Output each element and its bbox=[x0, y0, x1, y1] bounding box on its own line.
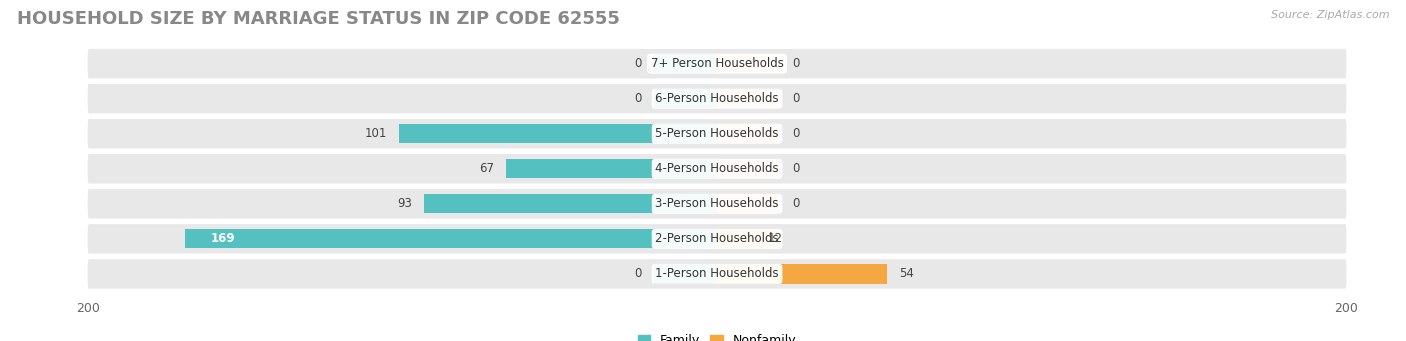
FancyBboxPatch shape bbox=[87, 84, 1347, 114]
Text: 6-Person Households: 6-Person Households bbox=[655, 92, 779, 105]
Bar bbox=[654, 54, 717, 73]
Text: 93: 93 bbox=[396, 197, 412, 210]
Text: 3-Person Households: 3-Person Households bbox=[655, 197, 779, 210]
Text: 0: 0 bbox=[634, 267, 641, 280]
Bar bbox=[425, 194, 717, 213]
Bar bbox=[717, 264, 887, 283]
Bar bbox=[717, 124, 780, 144]
Bar bbox=[654, 264, 717, 283]
Bar bbox=[399, 124, 717, 144]
Bar bbox=[654, 89, 717, 108]
FancyBboxPatch shape bbox=[87, 224, 1347, 254]
Text: 12: 12 bbox=[768, 232, 782, 246]
Text: 0: 0 bbox=[793, 127, 800, 140]
Text: Source: ZipAtlas.com: Source: ZipAtlas.com bbox=[1271, 10, 1389, 20]
Bar bbox=[717, 194, 780, 213]
Bar bbox=[717, 54, 780, 73]
Text: 7+ Person Households: 7+ Person Households bbox=[651, 57, 783, 70]
Text: 5-Person Households: 5-Person Households bbox=[655, 127, 779, 140]
Text: 0: 0 bbox=[793, 92, 800, 105]
FancyBboxPatch shape bbox=[87, 259, 1347, 288]
Text: 169: 169 bbox=[211, 232, 235, 246]
Text: 0: 0 bbox=[634, 92, 641, 105]
Text: 0: 0 bbox=[793, 197, 800, 210]
Text: 54: 54 bbox=[900, 267, 914, 280]
FancyBboxPatch shape bbox=[87, 119, 1347, 148]
Text: 0: 0 bbox=[634, 57, 641, 70]
Text: 0: 0 bbox=[793, 57, 800, 70]
FancyBboxPatch shape bbox=[87, 189, 1347, 219]
Text: 1-Person Households: 1-Person Households bbox=[655, 267, 779, 280]
Text: 0: 0 bbox=[793, 162, 800, 175]
FancyBboxPatch shape bbox=[87, 49, 1347, 78]
Bar bbox=[186, 229, 717, 249]
Text: 4-Person Households: 4-Person Households bbox=[655, 162, 779, 175]
Text: 67: 67 bbox=[478, 162, 494, 175]
Text: 2-Person Households: 2-Person Households bbox=[655, 232, 779, 246]
Bar bbox=[717, 89, 780, 108]
Legend: Family, Nonfamily: Family, Nonfamily bbox=[638, 334, 796, 341]
Text: 101: 101 bbox=[364, 127, 387, 140]
Text: HOUSEHOLD SIZE BY MARRIAGE STATUS IN ZIP CODE 62555: HOUSEHOLD SIZE BY MARRIAGE STATUS IN ZIP… bbox=[17, 10, 620, 28]
Bar bbox=[717, 229, 780, 249]
Bar bbox=[506, 159, 717, 178]
Bar bbox=[717, 159, 780, 178]
FancyBboxPatch shape bbox=[87, 154, 1347, 183]
